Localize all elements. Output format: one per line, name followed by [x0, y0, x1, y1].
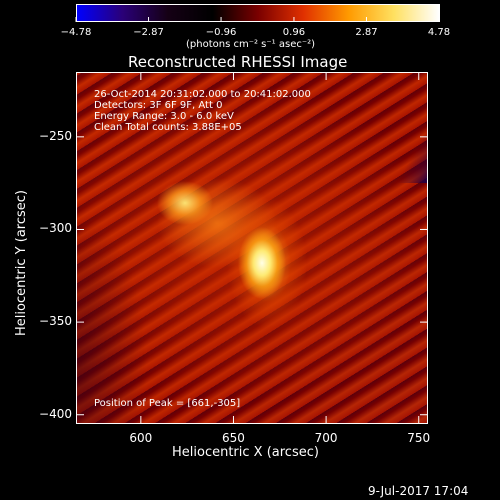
x-tick-label: 700	[314, 431, 338, 445]
y-tick-label: −250	[39, 128, 72, 143]
y-axis-title: Heliocentric Y (arcsec)	[14, 190, 29, 336]
y-tick-label: −400	[39, 406, 72, 421]
colorbar-tick-label: 2.87	[355, 27, 378, 38]
plot-title: Reconstructed RHESSI Image	[128, 53, 348, 71]
colorbar	[76, 4, 440, 24]
colorbar-tick-label: 0.96	[282, 27, 306, 38]
x-tick-label: 600	[129, 431, 153, 445]
date-stamp: 9-Jul-2017 17:04	[368, 484, 469, 498]
colorbar-units-label: (photons cm⁻² s⁻¹ asec⁻²)	[186, 39, 316, 50]
detectors-text: Detectors: 3F 6F 9F, Att 0	[94, 100, 223, 111]
colorbar-tick-label: −2.87	[133, 27, 164, 38]
x-tick-label: 650	[222, 431, 245, 445]
x-tick-label: 750	[407, 431, 431, 445]
y-tick-label: −350	[39, 314, 72, 329]
colorbar-tick-label: −0.96	[205, 27, 237, 38]
peak-position-text: Position of Peak = [661,-305]	[94, 398, 241, 409]
energy-range-text: Energy Range: 3.0 - 6.0 keV	[94, 111, 234, 122]
rhessi-image[interactable]	[76, 72, 428, 424]
clean-counts-text: Clean Total counts: 3.88E+05	[94, 122, 242, 133]
time-range-text: 26-Oct-2014 20:31:02.000 to 20:41:02.000	[94, 89, 311, 100]
image-info-block: 26-Oct-2014 20:31:02.000 to 20:41:02.000…	[94, 89, 311, 133]
colorbar-tick-label: 4.78	[427, 27, 451, 38]
colorbar-tick-label: −4.78	[60, 27, 92, 38]
y-tick-label: −300	[39, 221, 72, 236]
colorbar-gradient	[76, 4, 440, 22]
x-axis-title: Heliocentric X (arcsec)	[172, 445, 319, 460]
